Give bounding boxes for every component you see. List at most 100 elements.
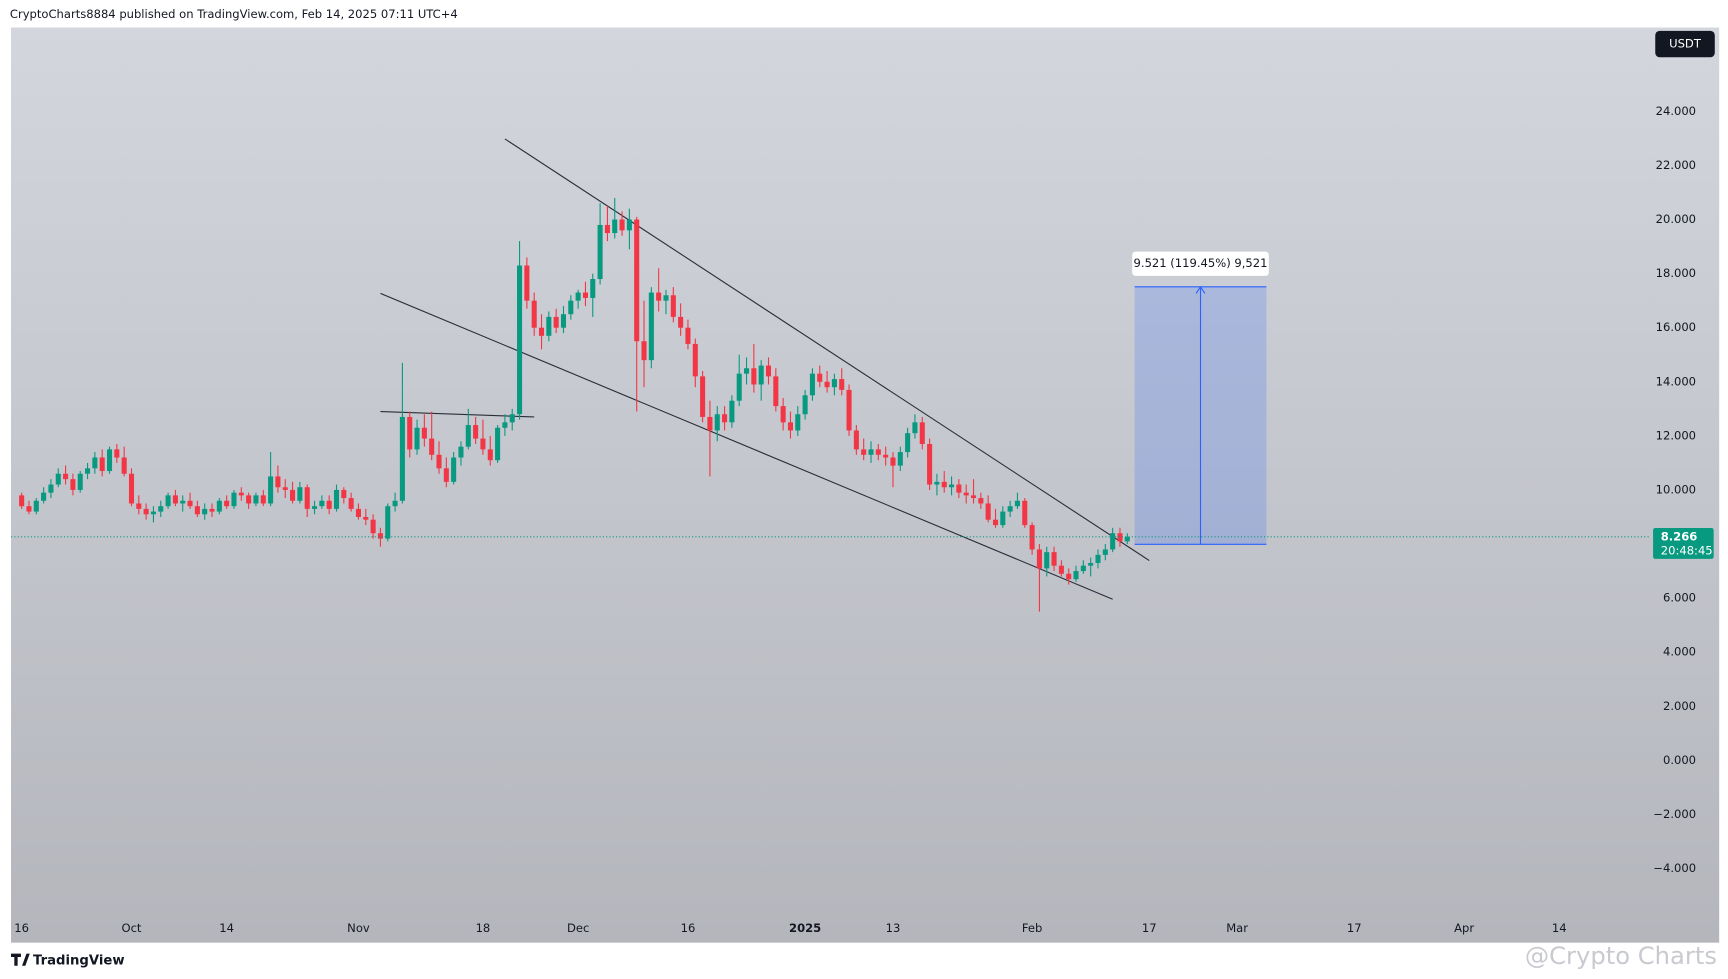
candle-body	[956, 484, 962, 493]
y-tick-label: 24.000	[1656, 104, 1696, 118]
candle-body	[1051, 552, 1057, 566]
candle-body	[333, 489, 340, 509]
candle-body	[348, 498, 354, 509]
x-tick-label: Dec	[567, 921, 589, 935]
trend-line	[380, 292, 1113, 600]
candle-body	[436, 454, 442, 469]
candle-body	[480, 438, 486, 450]
x-tick-label: 16	[14, 921, 29, 935]
candle-body	[612, 219, 618, 234]
measure-label-box	[1132, 251, 1269, 276]
candle-body	[55, 473, 61, 485]
candle-body	[780, 406, 786, 423]
x-tick-label: Oct	[121, 921, 141, 935]
candle-body	[985, 503, 991, 520]
candle-body	[19, 495, 25, 507]
candle-body	[26, 506, 32, 512]
candle-body	[194, 506, 200, 515]
candle-body	[1066, 573, 1072, 580]
candle-body	[458, 446, 464, 458]
candle-body	[831, 379, 837, 388]
candle-body	[48, 484, 54, 493]
candle-body	[531, 300, 537, 328]
candle-body	[553, 316, 559, 328]
candle-body	[180, 500, 186, 504]
candle-body	[290, 489, 296, 501]
candle-body	[216, 500, 222, 512]
measure-arrow-head	[1195, 285, 1206, 294]
candle-body	[165, 495, 171, 507]
x-tick-label: Nov	[347, 921, 370, 935]
x-tick-label: 2025	[789, 921, 821, 935]
candle-body	[326, 500, 332, 509]
candle-body	[714, 414, 720, 431]
candle-body	[912, 422, 918, 434]
candle-body	[817, 373, 823, 382]
candle-body	[341, 489, 347, 499]
y-tick-label: 10.000	[1656, 482, 1696, 496]
y-tick-label: 14.000	[1656, 374, 1696, 388]
candle-body	[1102, 549, 1108, 555]
candle-body	[604, 224, 610, 234]
candle-body	[773, 376, 779, 407]
candle-body	[1036, 549, 1042, 569]
candle-body	[451, 457, 457, 482]
candle-body	[363, 516, 369, 520]
brand-logo	[11, 953, 30, 966]
candle-body	[575, 292, 581, 301]
chart-pane	[11, 27, 1720, 943]
y-tick-label: 16.000	[1656, 320, 1696, 334]
candle-body	[751, 368, 757, 385]
candle-body	[70, 479, 76, 490]
candle-body	[509, 414, 515, 423]
candle-body	[795, 414, 801, 431]
candle-body	[319, 500, 325, 507]
candle-body	[128, 473, 135, 504]
candle-body	[1014, 500, 1020, 507]
candle-body	[150, 511, 156, 515]
candle-body	[1000, 511, 1006, 526]
y-tick-label: 20.000	[1656, 212, 1696, 226]
countdown-label: 20:48:45	[1661, 544, 1713, 558]
candle-body	[524, 265, 530, 301]
candle-body	[846, 389, 852, 431]
y-tick-label: −4.000	[1653, 861, 1696, 875]
candle-body	[224, 500, 230, 507]
candle-body	[377, 533, 383, 539]
candle-body	[692, 343, 698, 377]
candle-body	[414, 427, 420, 450]
candle-body	[663, 295, 669, 301]
x-tick-label: 13	[886, 921, 901, 935]
candle-body	[1117, 533, 1123, 542]
candle-body	[656, 292, 662, 301]
candle-body	[736, 373, 742, 401]
candle-body	[443, 468, 449, 482]
candle-body	[238, 492, 244, 496]
candle-body	[678, 316, 684, 328]
candle-body	[941, 481, 947, 488]
candle-body	[41, 492, 47, 501]
candle-body	[875, 449, 881, 455]
candle-body	[385, 506, 391, 539]
candle-body	[905, 433, 911, 453]
candle-body	[868, 449, 874, 455]
trend-line	[504, 138, 1150, 561]
candle-body	[707, 416, 713, 431]
candle-body	[202, 508, 208, 515]
last-price-label: 8.266	[1661, 529, 1698, 543]
candle-body	[495, 427, 501, 461]
y-tick-label: 6.000	[1663, 591, 1696, 605]
candle-body	[268, 476, 274, 504]
candle-body	[590, 279, 596, 298]
candle-body	[809, 373, 815, 396]
candle-body	[949, 484, 955, 488]
candle-body	[77, 473, 83, 490]
candle-body	[502, 422, 508, 428]
candle-body	[106, 449, 113, 472]
candle-body	[473, 425, 479, 439]
candle-body	[978, 498, 984, 504]
candle-body	[1058, 565, 1064, 574]
candle-body	[744, 368, 750, 374]
candle-body	[429, 438, 435, 455]
candle-body	[1095, 554, 1101, 563]
